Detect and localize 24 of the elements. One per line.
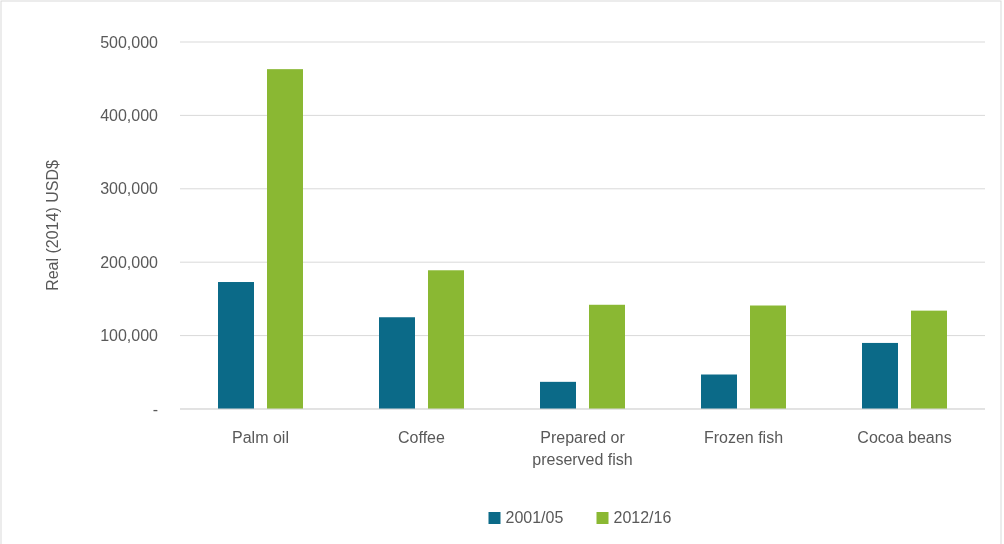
- bar: [589, 304, 625, 409]
- bar: [540, 381, 576, 409]
- x-tick-label: Coffee: [398, 429, 446, 446]
- bar: [862, 342, 898, 409]
- legend-label: 2012/16: [613, 509, 672, 526]
- x-tick-label: Cocoa beans: [857, 429, 952, 446]
- bar: [750, 305, 786, 409]
- y-tick-label: 300,000: [100, 180, 159, 198]
- bar: [267, 69, 303, 409]
- bar: [428, 270, 464, 409]
- y-tick-label: -: [152, 400, 158, 418]
- y-tick-label: 400,000: [100, 107, 159, 125]
- bar: [701, 374, 737, 409]
- bar: [911, 310, 947, 409]
- y-axis-title: Real (2014) USD$: [44, 160, 61, 291]
- x-tick-label: Frozen fish: [703, 429, 784, 446]
- legend-label: 2001/05: [505, 509, 564, 526]
- y-tick-label: 500,000: [100, 33, 159, 51]
- y-tick-label: 200,000: [100, 253, 159, 271]
- y-tick-label: 100,000: [100, 327, 159, 345]
- bar: [218, 282, 254, 409]
- x-tick-label: Palm oil: [232, 429, 289, 446]
- bar: [379, 317, 415, 409]
- x-tick-label: Prepared or preserved fish: [532, 429, 633, 468]
